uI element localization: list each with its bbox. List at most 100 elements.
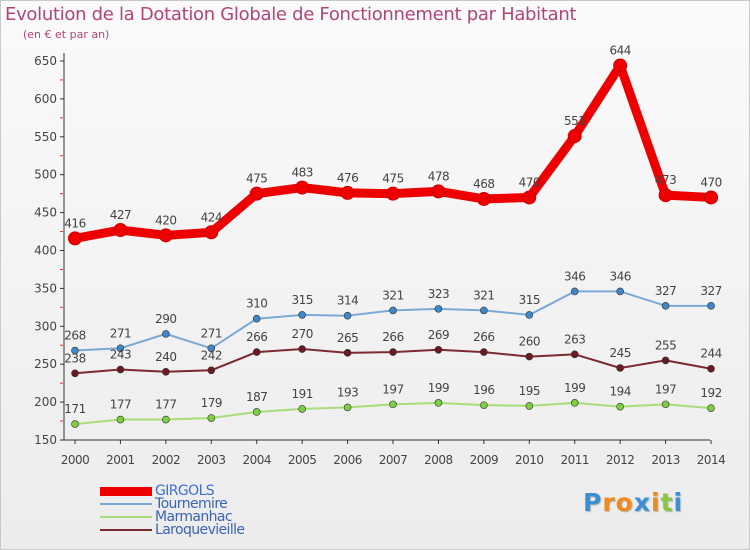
data-point-laroquevieille — [343, 349, 352, 357]
x-tick-label: 2000 — [61, 453, 90, 467]
legend-label: GIRGOLS — [155, 483, 215, 499]
data-point-marmanhac — [570, 399, 579, 407]
data-point-marmanhac — [71, 420, 79, 428]
data-point-tournemire — [162, 330, 170, 338]
data-label-marmanhac: 193 — [337, 385, 358, 399]
logo-letter: r — [602, 488, 616, 517]
data-label-girgols: 483 — [291, 166, 312, 180]
data-point-marmanhac — [389, 400, 397, 409]
y-tick-label: 300 — [34, 319, 57, 333]
data-point-girgols — [386, 186, 401, 201]
data-point-girgols — [522, 190, 537, 205]
data-point-marmanhac — [162, 415, 170, 424]
data-label-marmanhac: 196 — [473, 383, 494, 397]
data-label-marmanhac: 197 — [382, 382, 403, 396]
data-point-tournemire — [298, 311, 306, 319]
legend-swatch — [100, 503, 152, 505]
logo-letter: P — [583, 488, 603, 517]
data-label-girgols: 478 — [428, 169, 449, 183]
data-point-laroquevieille — [298, 345, 306, 353]
data-label-girgols: 470 — [700, 175, 721, 189]
data-label-laroquevieille: 242 — [201, 348, 222, 362]
data-label-tournemire: 321 — [382, 288, 403, 302]
data-label-tournemire: 315 — [291, 293, 312, 307]
data-point-tournemire — [707, 302, 715, 310]
y-tick-label: 250 — [34, 357, 57, 371]
x-tick-label: 2001 — [106, 453, 135, 467]
data-point-tournemire — [252, 314, 261, 323]
data-label-tournemire: 268 — [64, 329, 85, 343]
proxiti-logo: Proxiti — [583, 488, 683, 517]
data-point-tournemire — [525, 311, 534, 319]
y-tick-label: 150 — [34, 433, 57, 447]
data-label-tournemire: 346 — [564, 269, 585, 283]
data-point-marmanhac — [343, 403, 352, 412]
data-label-laroquevieille: 270 — [291, 327, 312, 341]
data-label-girgols: 475 — [382, 172, 403, 186]
legend-item-tournemire: Tournemire — [100, 496, 300, 512]
data-label-laroquevieille: 255 — [655, 338, 676, 352]
data-point-tournemire — [343, 311, 352, 320]
data-label-marmanhac: 192 — [700, 386, 721, 400]
data-point-girgols — [340, 185, 355, 200]
chart-subtitle: (en € et par an) — [23, 28, 110, 41]
legend: GIRGOLS Tournemire Marmanhac Laroquevieille — [100, 483, 300, 538]
data-label-marmanhac: 199 — [428, 381, 449, 395]
data-label-laroquevieille: 269 — [428, 328, 449, 342]
data-label-girgols: 476 — [337, 171, 358, 185]
data-label-laroquevieille: 240 — [155, 350, 176, 364]
data-point-tournemire — [389, 306, 397, 315]
data-label-tournemire: 321 — [473, 288, 494, 302]
data-point-laroquevieille — [71, 369, 79, 378]
data-point-tournemire — [71, 346, 79, 355]
data-point-marmanhac — [434, 399, 443, 407]
x-tick-label: 2002 — [152, 453, 181, 467]
x-tick-label: 2009 — [470, 453, 499, 467]
logo-letter: t — [660, 488, 674, 517]
x-tick-label: 2008 — [424, 453, 453, 467]
data-label-marmanhac: 197 — [655, 382, 676, 396]
data-label-laroquevieille: 265 — [337, 331, 358, 345]
data-point-girgols — [158, 228, 173, 243]
data-label-marmanhac: 177 — [110, 398, 131, 412]
legend-label: Marmanhac — [155, 509, 233, 525]
data-point-girgols — [567, 129, 582, 144]
x-tick-label: 2004 — [242, 453, 271, 467]
data-label-tournemire: 314 — [337, 294, 358, 308]
data-point-girgols — [476, 191, 491, 206]
data-point-laroquevieille — [434, 345, 443, 354]
data-point-laroquevieille — [389, 348, 397, 356]
data-point-girgols — [249, 186, 264, 201]
chart-title: Evolution de la Dotation Globale de Fonc… — [5, 4, 577, 25]
x-tick-label: 2011 — [560, 453, 589, 467]
data-point-laroquevieille — [252, 348, 261, 356]
data-point-girgols — [295, 180, 310, 195]
data-point-laroquevieille — [661, 356, 670, 365]
legend-label: Tournemire — [155, 496, 228, 512]
y-tick-label: 600 — [34, 92, 57, 106]
legend-item-girgols: GIRGOLS — [100, 483, 300, 499]
data-label-girgols: 424 — [201, 210, 222, 224]
x-tick-label: 2014 — [697, 453, 726, 467]
data-point-girgols — [431, 184, 446, 199]
data-label-laroquevieille: 266 — [246, 330, 267, 344]
logo-letter: x — [633, 488, 651, 517]
data-point-tournemire — [661, 302, 670, 310]
data-point-marmanhac — [252, 408, 261, 416]
data-point-tournemire — [207, 344, 216, 353]
data-point-girgols — [658, 188, 673, 203]
x-tick-label: 2010 — [515, 453, 544, 467]
data-label-girgols: 427 — [110, 208, 131, 222]
y-tick-label: 500 — [34, 168, 57, 182]
data-label-laroquevieille: 244 — [700, 347, 721, 361]
data-point-tournemire — [434, 305, 443, 313]
data-label-tournemire: 327 — [700, 284, 721, 298]
legend-swatch — [100, 516, 152, 518]
data-label-tournemire: 271 — [201, 326, 222, 340]
data-label-laroquevieille: 263 — [564, 332, 585, 346]
data-label-girgols: 475 — [246, 172, 267, 186]
data-label-marmanhac: 171 — [64, 402, 85, 416]
data-label-tournemire: 290 — [155, 312, 176, 326]
legend-swatch — [100, 529, 152, 531]
